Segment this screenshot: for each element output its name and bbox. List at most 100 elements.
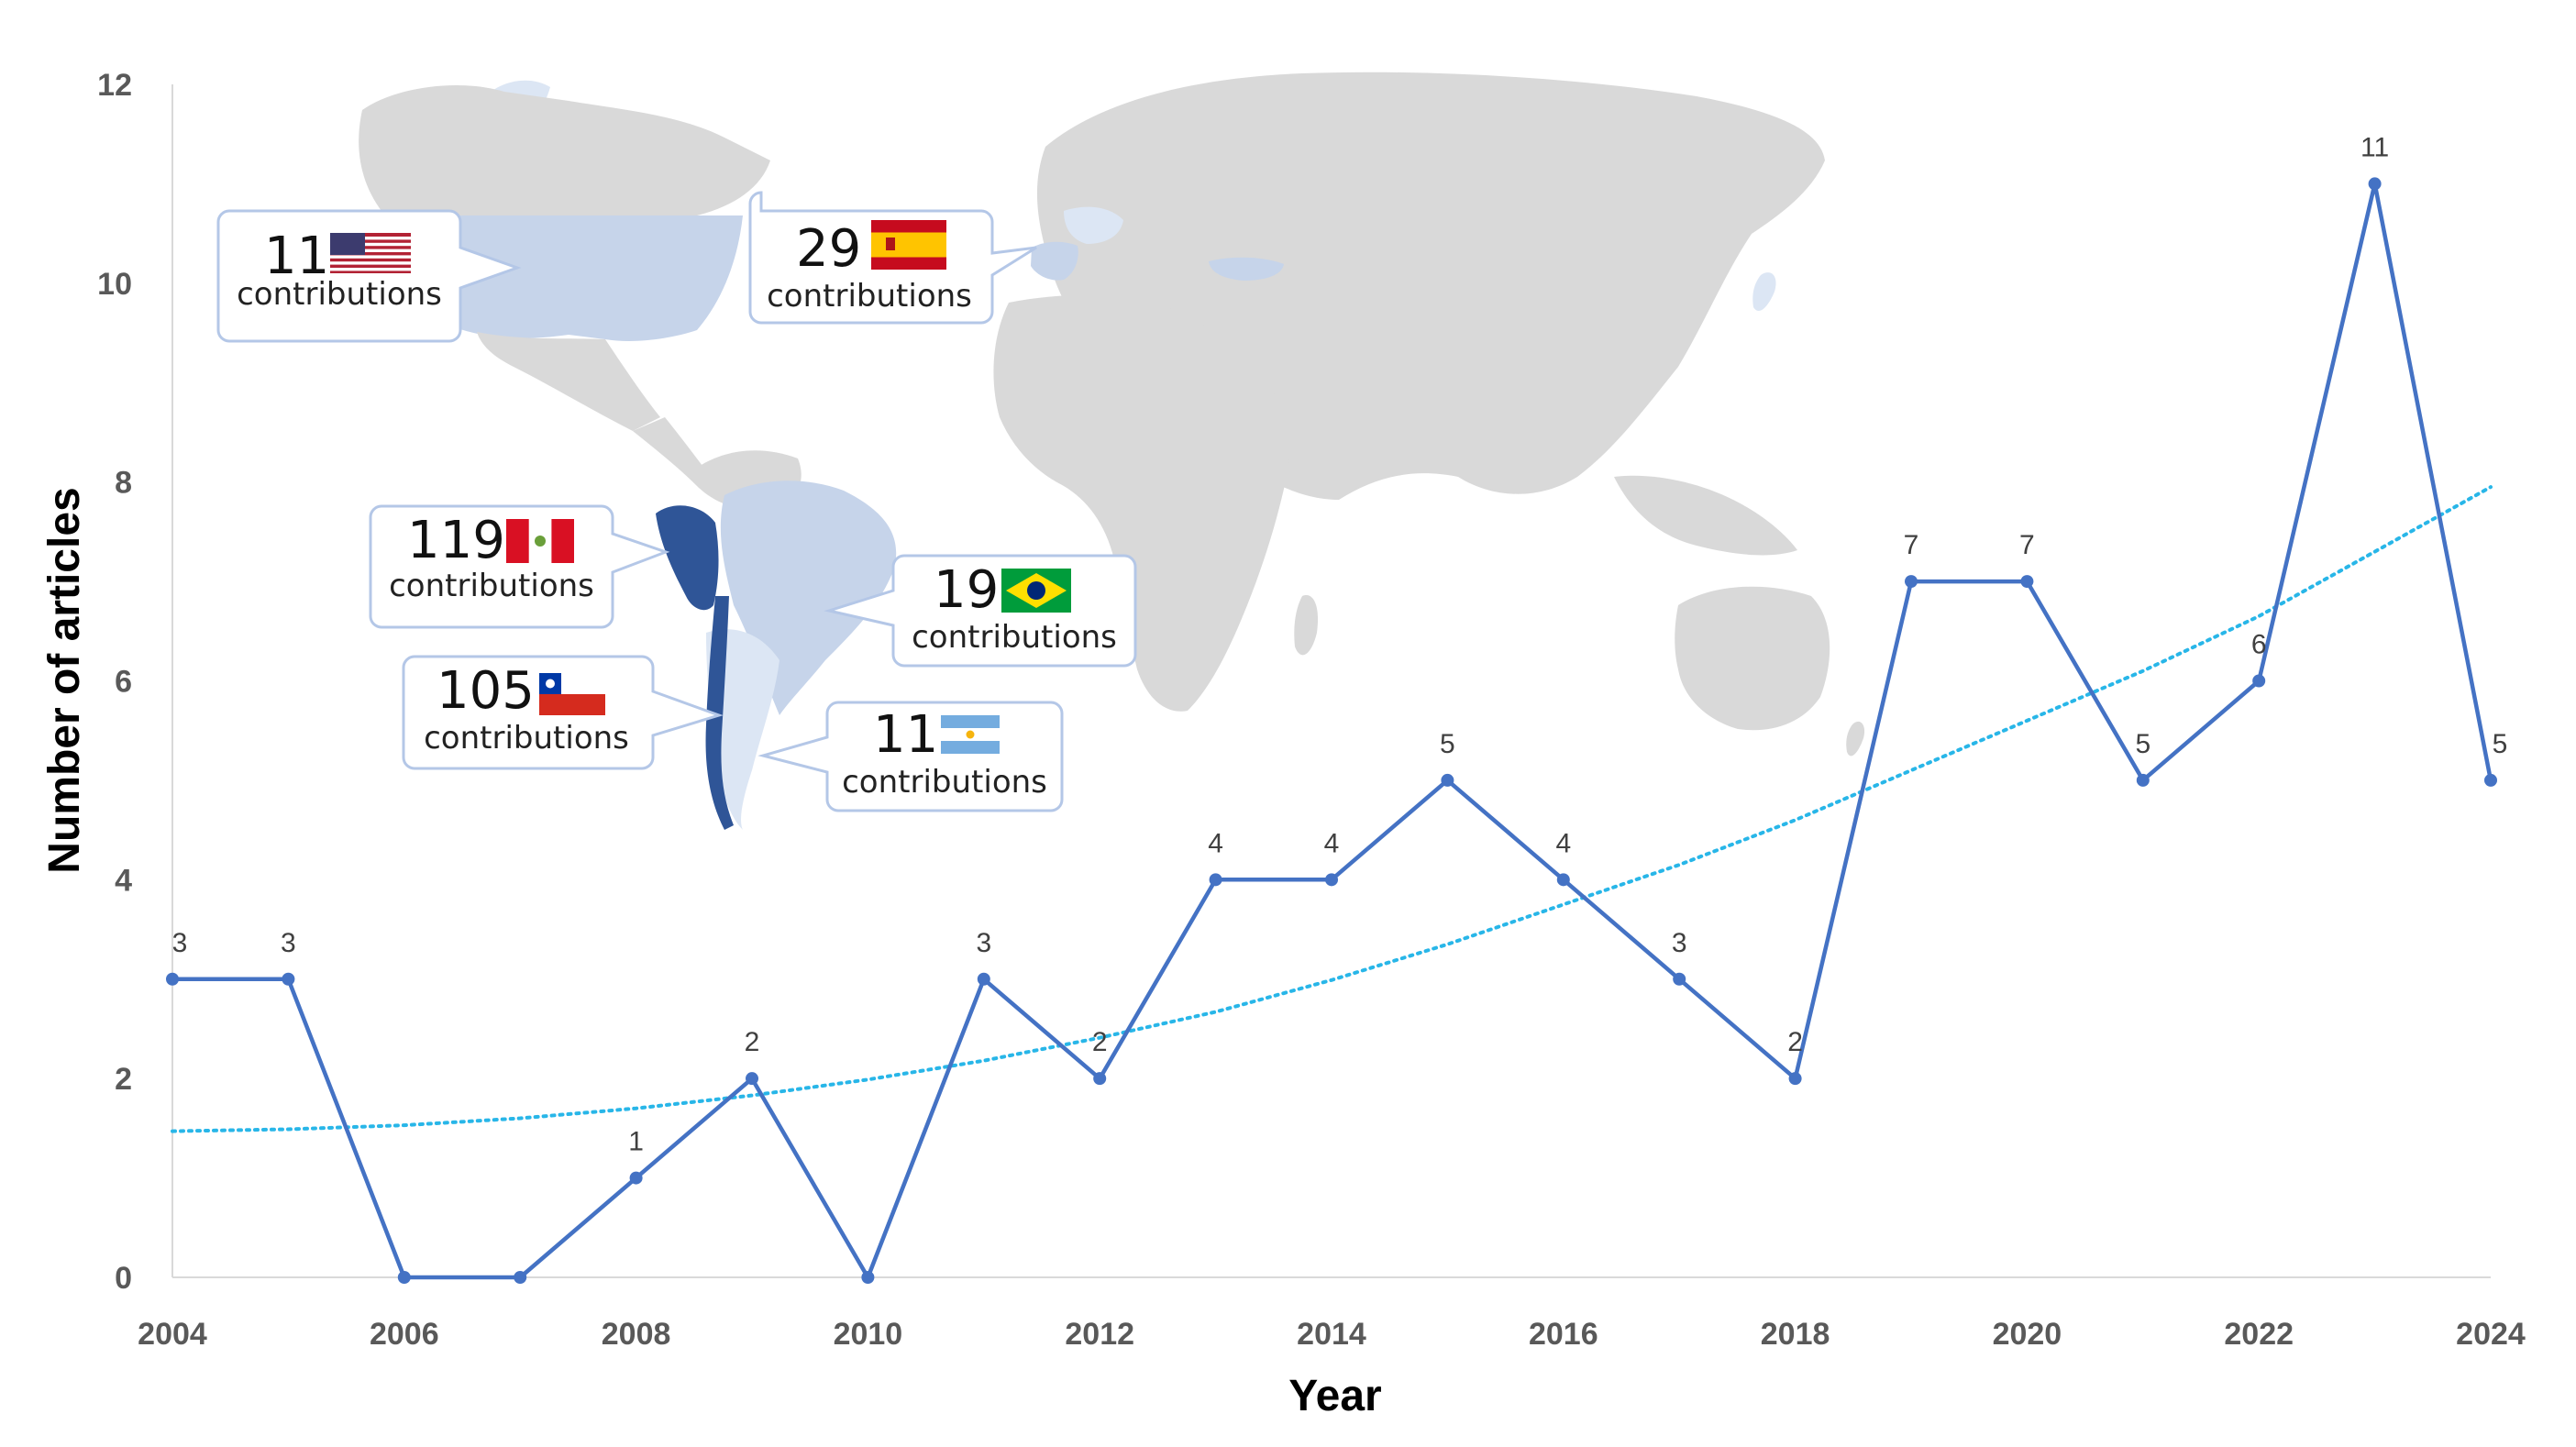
- usa-shape: [394, 215, 743, 341]
- data-label: 4: [1555, 828, 1571, 858]
- callout-usa-box: [216, 209, 522, 343]
- callout-usa-count: 11: [264, 226, 329, 286]
- data-point: [861, 1271, 875, 1284]
- australia-shape: [1675, 586, 1830, 731]
- data-point: [1441, 773, 1454, 787]
- data-point: [2368, 177, 2382, 191]
- data-point: [746, 1072, 758, 1086]
- y-tick-label: 10: [97, 267, 132, 302]
- data-label: 5: [2493, 729, 2508, 759]
- data-point: [397, 1271, 411, 1284]
- callout-argentina: 11 contributions: [757, 701, 1064, 812]
- callout-brazil-label: contributions: [912, 619, 1117, 656]
- x-tick-label: 2014: [1297, 1317, 1366, 1352]
- y-tick-label: 12: [97, 68, 132, 103]
- callout-chile-count: 105: [437, 661, 535, 721]
- x-tick-label: 2008: [602, 1317, 671, 1352]
- y-tick-label: 0: [115, 1261, 132, 1296]
- peru-flag-icon: [506, 519, 574, 563]
- data-label: 3: [1672, 928, 1687, 958]
- madagascar-shape: [1294, 595, 1319, 656]
- data-label: 6: [2251, 630, 2267, 660]
- callout-argentina-label: contributions: [842, 764, 1047, 801]
- data-label: 7: [1904, 530, 1919, 560]
- data-point: [629, 1171, 643, 1185]
- callout-peru-box: [369, 504, 670, 629]
- data-label: 1: [628, 1127, 644, 1157]
- data-label: 3: [172, 928, 188, 958]
- data-point: [282, 972, 295, 986]
- callout-argentina-count: 11: [873, 705, 938, 765]
- y-tick-label: 8: [115, 466, 132, 501]
- spain-flag-icon: [871, 220, 946, 270]
- data-label: 5: [1440, 729, 1455, 759]
- x-tick-label: 2010: [834, 1317, 903, 1352]
- southeast-asia-shape: [1614, 475, 1797, 556]
- x-tick-label: 2018: [1761, 1317, 1830, 1352]
- spain-shape: [1031, 241, 1078, 281]
- brazil-flag-icon: [1001, 569, 1071, 613]
- y-tick-labels: 0 2 4 6 8 10 12: [97, 68, 132, 1296]
- argentina-flag-icon: [941, 715, 1000, 754]
- chile-shape: [705, 596, 734, 830]
- data-label: 4: [1324, 828, 1340, 858]
- data-label: 2: [1787, 1027, 1803, 1057]
- data-labels: 3 3 1 2 3 2 4 4 5 4 3 2 7 7 5 6 11 5: [172, 132, 2508, 1156]
- callout-usa: 11 contributions: [216, 209, 522, 343]
- data-point: [1905, 575, 1918, 589]
- callout-brazil-count: 19: [934, 560, 999, 620]
- x-tick-label: 2022: [2224, 1317, 2294, 1352]
- data-points: [166, 177, 2497, 1284]
- data-point: [2252, 674, 2266, 688]
- chile-flag-icon: [539, 673, 605, 715]
- data-label: 2: [1092, 1027, 1108, 1057]
- data-point: [1556, 873, 1570, 887]
- y-tick-label: 2: [115, 1062, 132, 1097]
- data-label: 4: [1208, 828, 1223, 858]
- world-map: [359, 72, 1865, 830]
- trendline: [171, 485, 2493, 1133]
- data-label: 11: [2360, 132, 2389, 162]
- y-tick-label: 6: [115, 665, 132, 700]
- data-point: [166, 972, 179, 986]
- x-tick-labels: 2004 2006 2008 2010 2012 2014 2016 2018 2020 2022…: [138, 1317, 2526, 1352]
- x-axis-title: Year: [1288, 1372, 1381, 1420]
- data-label: 3: [976, 928, 991, 958]
- data-point: [1093, 1072, 1107, 1086]
- turkey-shape: [1209, 257, 1284, 281]
- data-label: 7: [2019, 530, 2035, 560]
- callout-peru-count: 119: [407, 511, 505, 570]
- callout-peru: 119 contributions: [369, 504, 670, 629]
- data-point: [1673, 972, 1686, 986]
- y-tick-label: 4: [115, 863, 132, 898]
- callout-spain-label: contributions: [767, 278, 972, 315]
- africa-shape: [993, 294, 1289, 712]
- callout-usa-label: contributions: [237, 276, 442, 313]
- callout-brazil: 19 contributions: [824, 554, 1137, 668]
- callout-spain-count: 29: [796, 219, 861, 279]
- x-tick-label: 2012: [1065, 1317, 1134, 1352]
- data-point: [977, 972, 990, 986]
- canada-shape: [359, 84, 770, 215]
- callout-spain: 29 contributions: [748, 191, 1037, 325]
- x-tick-label: 2016: [1529, 1317, 1598, 1352]
- peru-shape: [656, 505, 719, 611]
- data-label: 3: [281, 928, 296, 958]
- callout-peru-label: contributions: [389, 568, 594, 604]
- data-point: [1788, 1072, 1802, 1086]
- data-label: 5: [2135, 729, 2150, 759]
- data-point: [2136, 773, 2150, 787]
- mexico-shape: [477, 332, 660, 431]
- data-point: [2020, 575, 2034, 589]
- usa-flag-icon: [330, 233, 411, 273]
- data-point: [1325, 873, 1338, 887]
- x-tick-label: 2020: [1993, 1317, 2062, 1352]
- y-axis-title: Number of articles: [40, 487, 89, 873]
- data-point: [1209, 873, 1222, 887]
- central-america-shape: [633, 417, 711, 486]
- x-tick-label: 2006: [370, 1317, 439, 1352]
- western-europe-shape: [1064, 206, 1123, 244]
- data-point: [2484, 773, 2497, 787]
- new-zealand-shape: [1846, 721, 1865, 757]
